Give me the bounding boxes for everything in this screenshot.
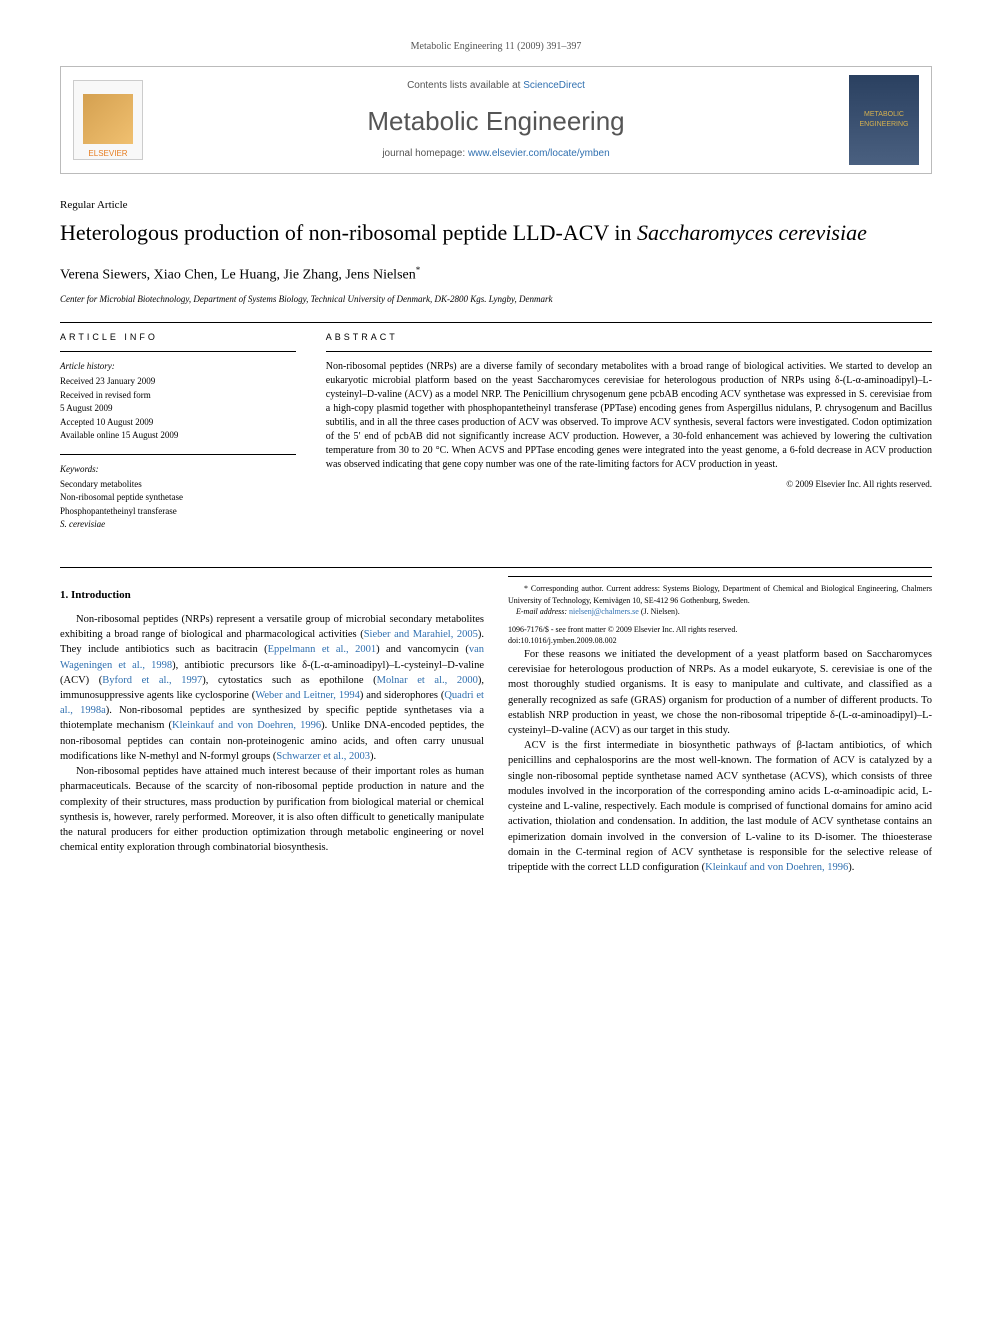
keyword: Secondary metabolites: [60, 478, 296, 491]
running-header: Metabolic Engineering 11 (2009) 391–397: [60, 40, 932, 54]
journal-banner: ELSEVIER Contents lists available at Sci…: [60, 66, 932, 174]
citation-link[interactable]: Kleinkauf and von Doehren, 1996: [172, 720, 321, 731]
sciencedirect-link[interactable]: ScienceDirect: [523, 80, 585, 91]
citation-link[interactable]: Weber and Leitner, 1994: [255, 690, 360, 701]
authors-names: Verena Siewers, Xiao Chen, Le Huang, Jie…: [60, 268, 416, 283]
article-info-column: ARTICLE INFO Article history: Received 2…: [60, 331, 296, 543]
publisher-logo-box: ELSEVIER: [73, 80, 143, 160]
abstract-label: ABSTRACT: [326, 331, 932, 344]
email-link[interactable]: nielsenj@chalmers.se: [569, 607, 639, 616]
affiliation: Center for Microbial Biotechnology, Depa…: [60, 293, 932, 306]
contents-prefix: Contents lists available at: [407, 80, 523, 91]
article-title: Heterologous production of non-ribosomal…: [60, 219, 932, 248]
body-paragraph: For these reasons we initiated the devel…: [508, 647, 932, 738]
divider-top: [60, 322, 932, 323]
doi-line: doi:10.1016/j.ymben.2009.08.002: [508, 635, 932, 647]
history-line: Available online 15 August 2009: [60, 429, 296, 442]
abstract-text: Non-ribosomal peptides (NRPs) are a dive…: [326, 360, 932, 472]
body-paragraph: Non-ribosomal peptides have attained muc…: [60, 764, 484, 855]
article-type: Regular Article: [60, 198, 932, 213]
keywords-title: Keywords:: [60, 463, 296, 476]
citation-link[interactable]: Eppelmann et al., 2001: [268, 644, 376, 655]
history-line: Received in revised form: [60, 389, 296, 402]
divider-abstract: [326, 351, 932, 352]
divider-info: [60, 351, 296, 352]
keyword: S. cerevisiae: [60, 518, 296, 531]
info-abstract-row: ARTICLE INFO Article history: Received 2…: [60, 331, 932, 543]
body-paragraph: Non-ribosomal peptides (NRPs) represent …: [60, 612, 484, 764]
history-line: Received 23 January 2009: [60, 375, 296, 388]
divider-bottom: [60, 567, 932, 568]
citation-link[interactable]: Kleinkauf and von Doehren, 1996: [705, 862, 848, 873]
abstract-column: ABSTRACT Non-ribosomal peptides (NRPs) a…: [326, 331, 932, 543]
body-paragraph: ACV is the first intermediate in biosynt…: [508, 738, 932, 875]
email-footnote: E-mail address: nielsenj@chalmers.se (J.…: [508, 606, 932, 618]
journal-cover-thumb: METABOLIC ENGINEERING: [849, 75, 919, 165]
contents-line: Contents lists available at ScienceDirec…: [143, 79, 849, 93]
keyword: Phosphopantetheinyl transferase: [60, 505, 296, 518]
homepage-prefix: journal homepage:: [382, 148, 468, 159]
abstract-copyright: © 2009 Elsevier Inc. All rights reserved…: [326, 478, 932, 491]
history-line: 5 August 2009: [60, 402, 296, 415]
corresponding-mark: *: [416, 265, 421, 275]
citation-link[interactable]: Sieber and Marahiel, 2005: [364, 629, 478, 640]
keyword: Non-ribosomal peptide synthetase: [60, 491, 296, 504]
banner-center: Contents lists available at ScienceDirec…: [143, 79, 849, 161]
history-title: Article history:: [60, 360, 296, 373]
homepage-link[interactable]: www.elsevier.com/locate/ymben: [468, 148, 610, 159]
keywords-block: Keywords: Secondary metabolites Non-ribo…: [60, 463, 296, 531]
section-1-title: 1. Introduction: [60, 588, 484, 604]
divider-keywords: [60, 454, 296, 455]
elsevier-tree-icon: [83, 94, 133, 144]
title-text: Heterologous production of non-ribosomal…: [60, 220, 637, 245]
footnote-block: * Corresponding author. Current address:…: [508, 576, 932, 647]
citation-link[interactable]: Schwarzer et al., 2003: [276, 751, 370, 762]
publisher-name: ELSEVIER: [88, 148, 127, 159]
email-label: E-mail address:: [516, 607, 569, 616]
homepage-line: journal homepage: www.elsevier.com/locat…: [143, 147, 849, 161]
title-species: Saccharomyces cerevisiae: [637, 220, 867, 245]
body-text: 1. Introduction Non-ribosomal peptides (…: [60, 576, 932, 875]
corresponding-footnote: * Corresponding author. Current address:…: [508, 583, 932, 606]
history-block: Article history: Received 23 January 200…: [60, 360, 296, 442]
citation-link[interactable]: Molnar et al., 2000: [377, 675, 478, 686]
authors-line: Verena Siewers, Xiao Chen, Le Huang, Jie…: [60, 264, 932, 285]
journal-title: Metabolic Engineering: [143, 103, 849, 139]
info-label: ARTICLE INFO: [60, 331, 296, 344]
email-suffix: (J. Nielsen).: [639, 607, 680, 616]
history-line: Accepted 10 August 2009: [60, 416, 296, 429]
citation-link[interactable]: Byford et al., 1997: [102, 675, 202, 686]
issn-line: 1096-7176/$ - see front matter © 2009 El…: [508, 624, 932, 636]
